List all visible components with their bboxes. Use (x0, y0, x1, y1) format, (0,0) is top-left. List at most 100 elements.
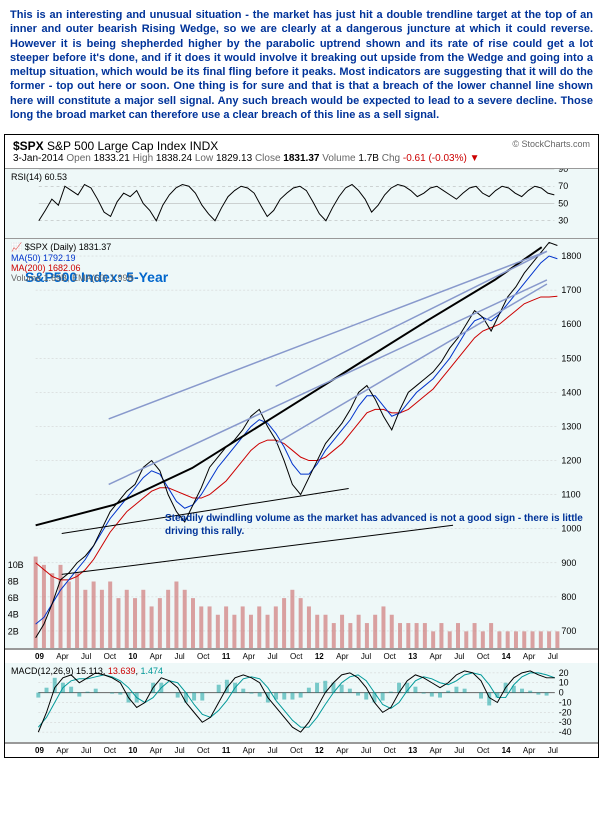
x-tick: Jul (548, 746, 558, 755)
x-tick: Apr (243, 746, 255, 755)
x-tick: 09 (35, 652, 44, 661)
x-tick: Oct (477, 652, 489, 661)
svg-text:1500: 1500 (561, 354, 581, 364)
x-tick: Jul (361, 652, 371, 661)
x-tick: 14 (502, 746, 511, 755)
svg-text:-30: -30 (559, 718, 572, 728)
x-tick: Apr (243, 652, 255, 661)
x-axis-upper: 09 Apr Jul Oct 10 Apr Jul Oct 11 Apr Jul Oct 12 Apr Ju… (5, 649, 598, 663)
svg-text:0: 0 (559, 688, 564, 698)
svg-text:1800: 1800 (561, 251, 581, 261)
price-chart: 7008009001000110012001300140015001600170… (5, 239, 598, 648)
x-tick: Oct (383, 652, 395, 661)
x-tick: 13 (408, 652, 417, 661)
low-label: Low (195, 153, 213, 164)
stock-chart: $SPX S&P 500 Large Cap Index INDX © Stoc… (4, 134, 599, 758)
svg-text:1700: 1700 (561, 285, 581, 295)
svg-text:1200: 1200 (561, 456, 581, 466)
volume-annotation: Steadily dwindling volume as the market … (165, 512, 598, 538)
x-tick: Jul (454, 652, 464, 661)
ma50-value: 1792.19 (43, 253, 76, 263)
svg-text:1300: 1300 (561, 422, 581, 432)
rsi-value: 60.53 (45, 172, 68, 182)
ma200-label: MA(200) (11, 263, 46, 273)
high-value: 1838.24 (156, 153, 192, 164)
main-series-value: 1831.37 (79, 242, 112, 252)
x-tick: Oct (197, 652, 209, 661)
x-tick: 13 (408, 746, 417, 755)
chart-header: $SPX S&P 500 Large Cap Index INDX © Stoc… (5, 135, 598, 169)
x-tick: Apr (430, 746, 442, 755)
svg-text:4B: 4B (8, 610, 19, 620)
x-tick: Oct (197, 746, 209, 755)
x-tick: Apr (150, 746, 162, 755)
x-tick: Apr (336, 746, 348, 755)
x-tick: Apr (336, 652, 348, 661)
macd-val2: 13.639 (108, 666, 136, 676)
svg-text:8B: 8B (8, 577, 19, 587)
open-value: 1833.21 (94, 153, 130, 164)
macd-val1: 15.113 (76, 666, 103, 676)
x-tick: Oct (290, 746, 302, 755)
x-tick: Jul (174, 746, 184, 755)
chg-value: -0.61 (-0.03%) (403, 153, 467, 164)
volume-value: 1.7B (358, 153, 379, 164)
x-tick: Jul (81, 652, 91, 661)
x-tick: 11 (222, 746, 230, 755)
svg-text:900: 900 (561, 558, 576, 568)
close-value: 1831.37 (283, 153, 319, 164)
svg-text:-40: -40 (559, 727, 572, 737)
x-tick: Jul (548, 652, 558, 661)
x-axis-lower: 09AprJulOct10AprJulOct11AprJulOct12AprJu… (5, 743, 598, 757)
svg-text:1400: 1400 (561, 388, 581, 398)
price-panel: S&P500 Index: 5-Year 📈 $SPX (Daily) 1831… (5, 239, 598, 649)
ma50-label: MA(50) (11, 253, 41, 263)
x-tick: Apr (56, 652, 68, 661)
vol-label: Volume 1.69B, EMA(60) 1.99B (11, 273, 134, 283)
svg-text:30: 30 (558, 216, 568, 226)
x-tick: Jul (454, 746, 464, 755)
x-tick: Oct (104, 746, 116, 755)
macd-name: MACD(12,26,9) (11, 666, 74, 676)
x-tick: Jul (267, 746, 277, 755)
main-series-label: $SPX (Daily) (25, 242, 77, 252)
x-tick: 12 (315, 652, 324, 661)
macd-panel: MACD(12,26,9) 15.113, 13.639, 1.474 -40-… (5, 663, 598, 743)
svg-text:700: 700 (561, 626, 576, 636)
ma200-value: 1682.06 (48, 263, 81, 273)
rsi-chart: 30507090 (5, 169, 598, 238)
x-tick: Jul (267, 652, 277, 661)
x-tick: Oct (290, 652, 302, 661)
x-tick: 09 (35, 746, 44, 755)
x-tick: Oct (477, 746, 489, 755)
x-tick: 11 (222, 652, 230, 661)
rsi-name: RSI(14) (11, 172, 42, 182)
svg-text:1600: 1600 (561, 320, 581, 330)
wave-icon: 📈 (11, 242, 22, 252)
svg-text:20: 20 (559, 668, 569, 678)
svg-text:2B: 2B (8, 627, 19, 637)
x-tick: Oct (104, 652, 116, 661)
chg-arrow-icon: ▼ (470, 153, 480, 164)
x-tick: Apr (150, 652, 162, 661)
svg-text:6B: 6B (8, 593, 19, 603)
x-tick: 10 (128, 652, 137, 661)
x-tick: 10 (128, 746, 137, 755)
svg-text:10: 10 (559, 678, 569, 688)
low-value: 1829.13 (216, 153, 252, 164)
high-label: High (133, 153, 154, 164)
volume-label: Volume (322, 153, 355, 164)
ticker-description: S&P 500 Large Cap Index INDX (47, 139, 218, 153)
attribution: © StockCharts.com (512, 139, 590, 149)
ohlc-line: 3-Jan-2014 Open 1833.21 High 1838.24 Low… (13, 153, 590, 164)
svg-text:90: 90 (558, 169, 568, 174)
svg-text:1100: 1100 (561, 490, 580, 500)
svg-text:10B: 10B (8, 560, 24, 570)
chart-date: 3-Jan-2014 (13, 153, 64, 164)
macd-val3: 1.474 (140, 666, 163, 676)
rsi-panel: RSI(14) 60.53 30507090 (5, 169, 598, 239)
macd-label: MACD(12,26,9) 15.113, 13.639, 1.474 (11, 666, 163, 676)
x-tick: Jul (81, 746, 91, 755)
svg-text:70: 70 (558, 182, 568, 192)
x-tick: Apr (56, 746, 68, 755)
